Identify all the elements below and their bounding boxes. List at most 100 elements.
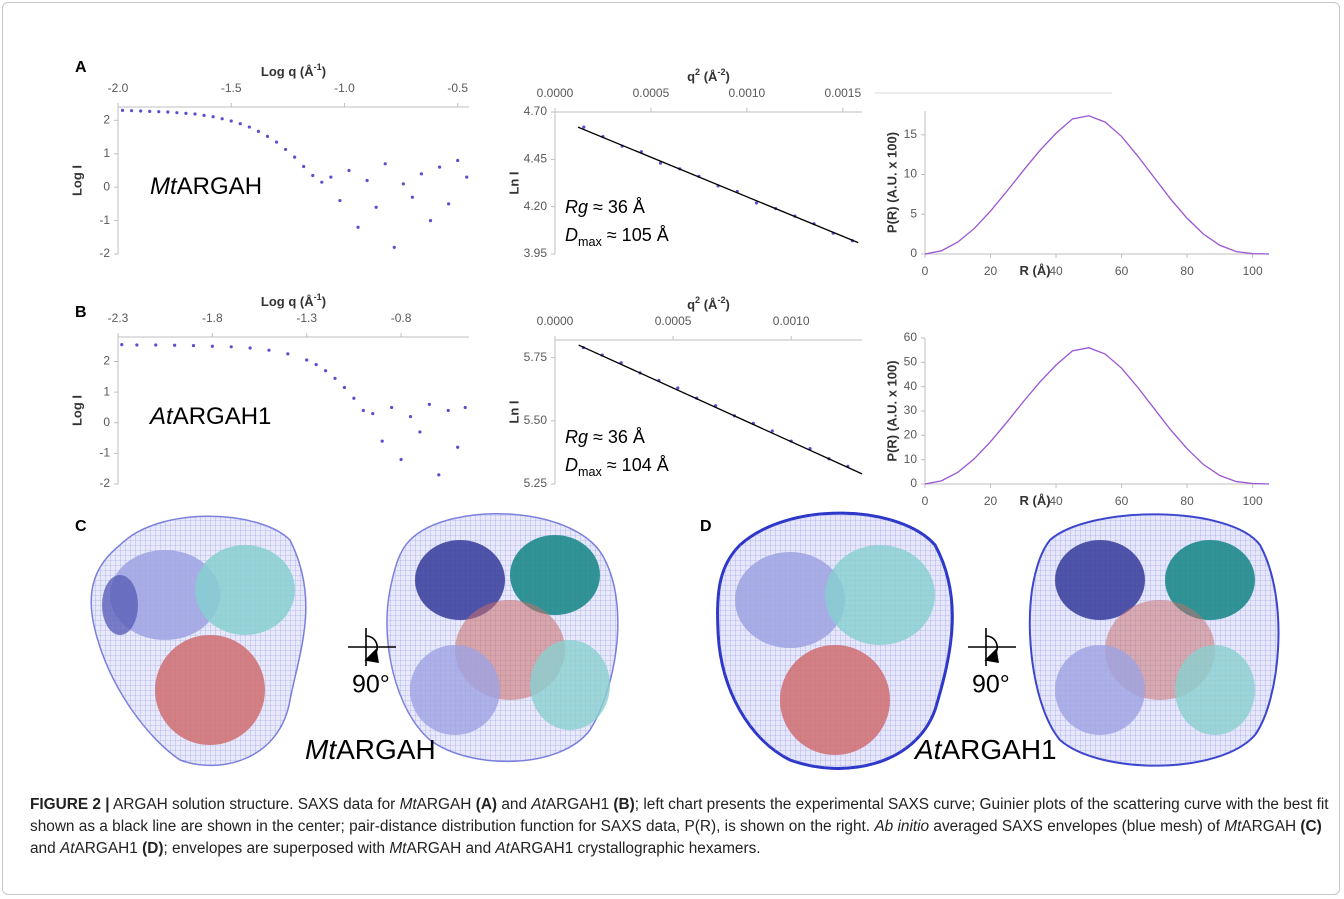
data-point — [365, 178, 369, 183]
data-point — [305, 358, 309, 362]
text-part: -1 — [314, 62, 322, 72]
data-point — [446, 408, 450, 413]
data-point — [447, 202, 451, 206]
data-point — [390, 405, 394, 410]
text-part: -1 — [314, 292, 322, 302]
text-part: Rg — [565, 427, 588, 447]
data-point — [139, 109, 143, 113]
y-tick-label: 0 — [103, 179, 110, 193]
caption-text: Ab initio — [874, 818, 930, 835]
x-tick-label: 80 — [1180, 264, 1194, 278]
x-tick-label: -0.8 — [391, 311, 412, 325]
text-part: ≈ 36 Å — [588, 197, 645, 217]
structure-d-right — [1028, 513, 1280, 767]
text-part: max — [578, 465, 602, 479]
x-tick-label: 100 — [1243, 494, 1263, 508]
x-tick-label: -1.8 — [202, 311, 223, 325]
x-tick-label: 100 — [1243, 264, 1263, 278]
data-point — [347, 168, 351, 173]
caption-text: and — [497, 796, 532, 813]
figure-caption: FIGURE 2 | ARGAH solution structure. SAX… — [30, 794, 1330, 860]
data-point — [465, 175, 469, 179]
data-point — [286, 352, 290, 356]
text-part: Log q (Å — [261, 64, 314, 79]
y-tick-label: -1 — [99, 213, 110, 227]
data-point — [311, 173, 315, 178]
x-axis-label: q2 (Å-2) — [687, 295, 730, 312]
caption-text: At — [495, 840, 510, 857]
data-point — [175, 111, 179, 115]
x-tick-label: 60 — [1115, 264, 1129, 278]
data-point — [191, 343, 196, 348]
x-axis-label: R (Å) — [1020, 493, 1051, 508]
text-part: Rg — [565, 197, 588, 217]
text-part: ARGAH — [177, 173, 262, 200]
data-point — [211, 115, 215, 119]
data-line — [924, 115, 1270, 255]
data-point — [274, 140, 279, 144]
x-axis-label: Log q (Å-1) — [261, 292, 326, 309]
caption-text: ; envelopes are superposed with — [163, 840, 390, 857]
x-tick-label: 0.0005 — [633, 86, 670, 100]
fit-line — [577, 126, 859, 244]
data-point — [754, 201, 759, 205]
data-point — [371, 411, 375, 416]
y-tick-label: 3.95 — [524, 246, 548, 260]
x-tick-label: 0.0000 — [537, 86, 574, 100]
panel-label: C — [75, 518, 87, 535]
caption-text: ARGAH — [1241, 818, 1301, 835]
caption-text: ; left chart presents the experimental S… — [30, 796, 1333, 835]
caption-text: ARGAH1 — [74, 840, 143, 857]
y-tick-label: 5.25 — [524, 476, 548, 490]
text-part: ) — [726, 297, 730, 312]
data-point — [238, 122, 242, 126]
y-tick-label: 5.50 — [524, 413, 548, 427]
y-tick-label: -2 — [99, 476, 110, 490]
data-point — [157, 110, 161, 114]
x-tick-label: -1.0 — [334, 81, 355, 95]
x-tick-label: 20 — [984, 264, 998, 278]
y-tick-label: 5 — [910, 206, 917, 220]
data-point — [229, 345, 233, 349]
text-part: ≈ 104 Å — [602, 455, 669, 475]
text-part: D — [565, 455, 578, 475]
text-part: -2 — [717, 67, 725, 77]
data-point — [193, 112, 197, 116]
data-point — [202, 113, 206, 117]
x-tick-label: 40 — [1049, 494, 1063, 508]
y-tick-label: 60 — [904, 330, 918, 344]
text-part: ) — [726, 69, 730, 84]
text-part: Log q (Å — [261, 294, 314, 309]
x-axis-label: Log q (Å-1) — [261, 62, 326, 79]
data-point — [463, 405, 467, 410]
data-point — [256, 129, 260, 133]
data-point — [247, 125, 251, 129]
y-tick-label: 40 — [904, 379, 918, 393]
panel-label: B — [75, 304, 87, 321]
annotation: AtARGAH1 — [148, 403, 271, 430]
data-point — [154, 343, 158, 347]
annotation: Dmax ≈ 104 Å — [565, 455, 669, 480]
text-part: -2 — [717, 295, 725, 305]
text-part: ARGAH1 — [173, 403, 272, 430]
text-part: R (Å) — [1020, 263, 1051, 278]
annotation: Rg ≈ 36 Å — [565, 427, 645, 447]
y-axis-label: Log I — [69, 395, 84, 426]
rotation-label: 90° — [352, 671, 390, 699]
structure-name: MtARGAH — [305, 734, 436, 765]
data-point — [383, 162, 387, 166]
caption-text: and — [30, 818, 1327, 857]
data-point — [220, 117, 224, 121]
data-point — [323, 369, 328, 373]
x-tick-label: 0.0000 — [537, 314, 574, 328]
data-point — [408, 415, 413, 419]
caption-text: (B) — [613, 796, 635, 813]
data-point — [419, 172, 424, 176]
panel-label: D — [700, 518, 712, 535]
caption-text: Mt — [389, 840, 407, 857]
annotation: Dmax ≈ 105 Å — [565, 225, 669, 250]
y-tick-label: 4.45 — [524, 152, 548, 166]
data-point — [135, 343, 139, 347]
y-tick-label: 10 — [904, 167, 918, 181]
